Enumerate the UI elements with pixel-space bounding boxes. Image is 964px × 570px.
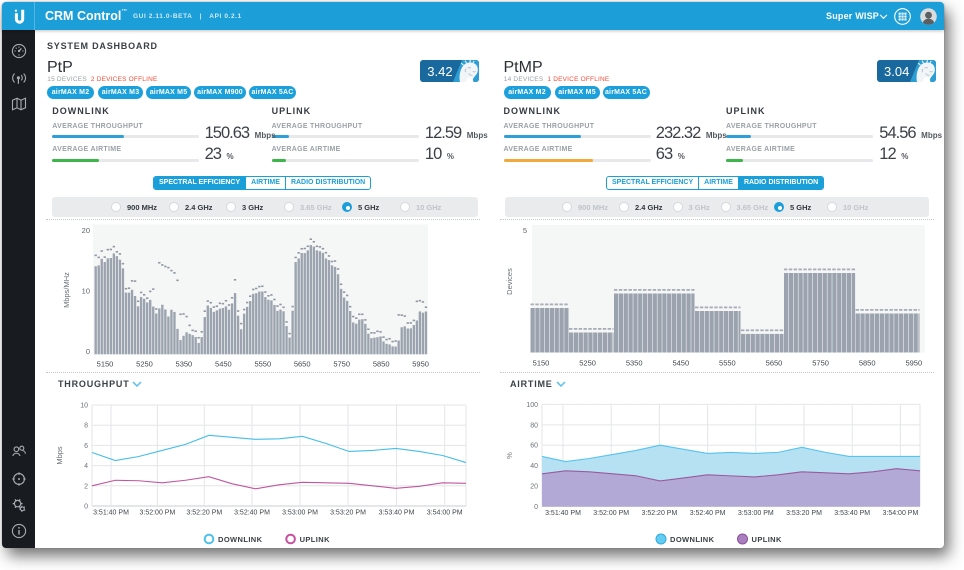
- svg-text:3:53:40 PM: 3:53:40 PM: [834, 510, 870, 517]
- svg-text:4: 4: [84, 463, 88, 470]
- svg-text:3:53:00 PM: 3:53:00 PM: [282, 510, 318, 517]
- svg-text:5550: 5550: [719, 359, 736, 368]
- svg-text:5850: 5850: [373, 360, 390, 369]
- svg-text:5250: 5250: [579, 359, 596, 368]
- svg-text:20: 20: [530, 484, 538, 491]
- svg-text:Mbps: Mbps: [55, 446, 64, 465]
- svg-text:2: 2: [84, 483, 88, 490]
- svg-text:5850: 5850: [859, 359, 876, 368]
- svg-text:6: 6: [84, 443, 88, 450]
- svg-text:5350: 5350: [626, 359, 643, 368]
- svg-text:5650: 5650: [766, 359, 783, 368]
- svg-text:5650: 5650: [294, 360, 311, 369]
- svg-text:3:52:40 PM: 3:52:40 PM: [234, 510, 270, 517]
- svg-text:3:53:40 PM: 3:53:40 PM: [379, 510, 415, 517]
- svg-text:60: 60: [530, 443, 538, 450]
- svg-text:DOWNLINK: DOWNLINK: [670, 535, 715, 544]
- svg-text:3:53:00 PM: 3:53:00 PM: [738, 510, 774, 517]
- svg-text:5250: 5250: [136, 360, 153, 369]
- svg-text:5750: 5750: [812, 359, 829, 368]
- svg-text:DOWNLINK: DOWNLINK: [218, 535, 263, 544]
- svg-text:5750: 5750: [333, 360, 350, 369]
- svg-text:8: 8: [84, 423, 88, 430]
- svg-text:UPLINK: UPLINK: [300, 535, 330, 544]
- svg-text:5950: 5950: [905, 359, 922, 368]
- svg-text:3:54:00 PM: 3:54:00 PM: [427, 510, 463, 517]
- svg-text:5150: 5150: [533, 359, 550, 368]
- svg-text:3:53:20 PM: 3:53:20 PM: [330, 510, 366, 517]
- svg-text:3:52:20 PM: 3:52:20 PM: [186, 510, 222, 517]
- svg-text:3:54:00 PM: 3:54:00 PM: [882, 510, 918, 517]
- svg-text:100: 100: [526, 402, 538, 409]
- svg-text:20: 20: [82, 226, 90, 235]
- svg-text:3:51:40 PM: 3:51:40 PM: [93, 510, 129, 517]
- svg-text:5450: 5450: [672, 359, 689, 368]
- svg-text:5450: 5450: [215, 360, 232, 369]
- svg-text:UPLINK: UPLINK: [752, 535, 783, 544]
- svg-text:3:53:20 PM: 3:53:20 PM: [786, 510, 822, 517]
- svg-text:5: 5: [523, 226, 527, 235]
- svg-text:3:52:20 PM: 3:52:20 PM: [641, 510, 677, 517]
- svg-text:10: 10: [80, 403, 88, 410]
- svg-text:3:52:00 PM: 3:52:00 PM: [593, 510, 629, 517]
- svg-text:5350: 5350: [176, 360, 193, 369]
- svg-text:5150: 5150: [97, 360, 114, 369]
- svg-text:0: 0: [534, 504, 538, 511]
- svg-text:3:52:40 PM: 3:52:40 PM: [690, 510, 726, 517]
- svg-text:80: 80: [530, 422, 538, 429]
- svg-text:Mbps/MHz: Mbps/MHz: [62, 272, 71, 308]
- svg-text:3:52:00 PM: 3:52:00 PM: [139, 510, 175, 517]
- svg-text:5550: 5550: [254, 360, 271, 369]
- svg-text:0: 0: [86, 347, 90, 356]
- svg-text:3:51:40 PM: 3:51:40 PM: [545, 510, 581, 517]
- svg-text:5950: 5950: [412, 360, 429, 369]
- svg-text:10: 10: [82, 287, 90, 296]
- svg-text:%: %: [505, 452, 514, 459]
- svg-text:40: 40: [530, 463, 538, 470]
- svg-text:0: 0: [84, 504, 88, 511]
- svg-text:Devices: Devices: [505, 268, 514, 295]
